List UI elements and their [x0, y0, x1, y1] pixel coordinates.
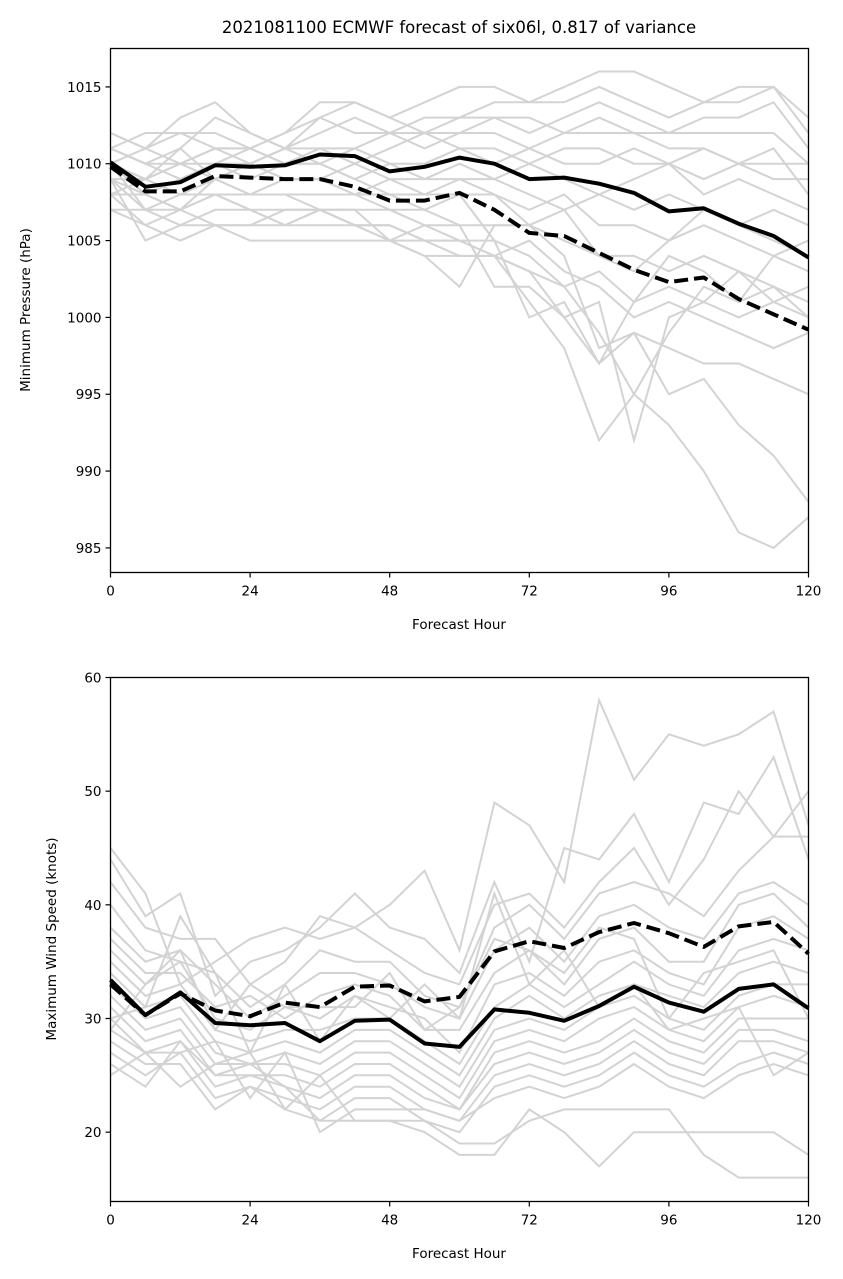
wind-x-axis-label: Forecast Hour [412, 1246, 506, 1262]
pressure-ensemble-member-line [110, 147, 809, 445]
wind-ensemble-member-line [109, 983, 809, 1089]
chart-title: 2021081100 ECMWF forecast of six06l, 0.8… [222, 18, 696, 37]
wind-y-tick-label: 60 [84, 671, 101, 687]
pressure-x-tick-label: 0 [106, 584, 115, 600]
pressure-ensemble-member-line [110, 101, 810, 165]
pressure-x-tick-label: 24 [242, 584, 259, 600]
wind-ensemble-member-line [109, 892, 810, 1031]
wind-solid-line [109, 978, 810, 1049]
wind-ensemble-member-line [109, 926, 810, 1032]
pressure-y-tick-label: 1015 [67, 80, 101, 96]
pressure-y-axis-label: Minimum Pressure (hPa) [18, 228, 34, 392]
pressure-y-tick-label: 1005 [67, 234, 101, 250]
wind-series-lines [109, 919, 810, 1049]
wind-ensemble-member-line [109, 994, 809, 1100]
pressure-x-ticks: 0 24 48 72 96 120 [106, 572, 822, 600]
wind-y-tick-label: 40 [84, 898, 101, 914]
pressure-x-axis-label: Forecast Hour [412, 617, 506, 633]
wind-y-tick-label: 30 [84, 1011, 101, 1027]
wind-panel: 20 30 40 50 60 0 24 48 72 96 120 Forecast Hour Ma… [44, 671, 821, 1263]
wind-ensemble-member-line [109, 1017, 809, 1111]
wind-x-tick-label: 24 [242, 1213, 259, 1229]
pressure-y-tick-label: 1010 [67, 157, 101, 173]
wind-y-axis-label: Maximum Wind Speed (knots) [44, 837, 60, 1040]
wind-x-tick-label: 96 [660, 1213, 677, 1229]
wind-y-tick-label: 50 [84, 784, 101, 800]
pressure-ensemble-member-line [110, 116, 809, 165]
wind-ensemble-member-line [109, 1040, 809, 1134]
wind-ensemble-member-line [109, 937, 809, 1066]
pressure-ensemble-member-line [110, 162, 810, 443]
pressure-x-tick-label: 96 [660, 584, 677, 600]
wind-x-ticks: 0 24 48 72 96 120 [106, 1201, 822, 1229]
wind-ensemble-lines [109, 696, 810, 1179]
wind-x-tick-label: 0 [106, 1213, 115, 1229]
pressure-ensemble-member-line [110, 162, 809, 273]
pressure-x-tick-label: 120 [796, 584, 822, 600]
pressure-ensemble-member-line [110, 85, 810, 150]
pressure-dashed-line [109, 165, 810, 332]
pressure-panel: 985 990 995 1000 1005 1010 1015 0 24 48 72 96 120 F… [18, 47, 822, 633]
wind-dashed-line [109, 919, 810, 1019]
pressure-ensemble-member-line [109, 162, 809, 211]
wind-axes-frame [109, 676, 810, 1203]
pressure-y-tick-label: 985 [76, 541, 102, 557]
pressure-y-tick-label: 990 [76, 464, 102, 480]
pressure-x-tick-label: 48 [381, 584, 398, 600]
pressure-y-ticks: 985 990 995 1000 1005 1010 1015 [67, 80, 111, 557]
pressure-solid-line [109, 152, 810, 260]
wind-ensemble-member-line [110, 890, 810, 1077]
wind-ensemble-member-line [109, 960, 809, 1077]
wind-ensemble-member-line [109, 1051, 809, 1179]
wind-x-tick-label: 120 [796, 1213, 822, 1229]
pressure-x-tick-label: 72 [521, 584, 538, 600]
wind-x-tick-label: 48 [381, 1213, 398, 1229]
pressure-series-lines [109, 152, 810, 332]
wind-y-tick-label: 20 [84, 1125, 101, 1141]
wind-ensemble-member-line [109, 789, 810, 986]
pressure-axes-frame [109, 47, 810, 574]
wind-x-tick-label: 72 [521, 1213, 538, 1229]
wind-ensemble-member-line [109, 1039, 810, 1168]
pressure-ensemble-member-line [110, 178, 810, 503]
pressure-y-tick-label: 1000 [67, 310, 101, 326]
pressure-y-tick-label: 995 [76, 387, 102, 403]
pressure-ensemble-member-line [110, 208, 809, 396]
wind-y-ticks: 20 30 40 50 60 [84, 671, 111, 1141]
